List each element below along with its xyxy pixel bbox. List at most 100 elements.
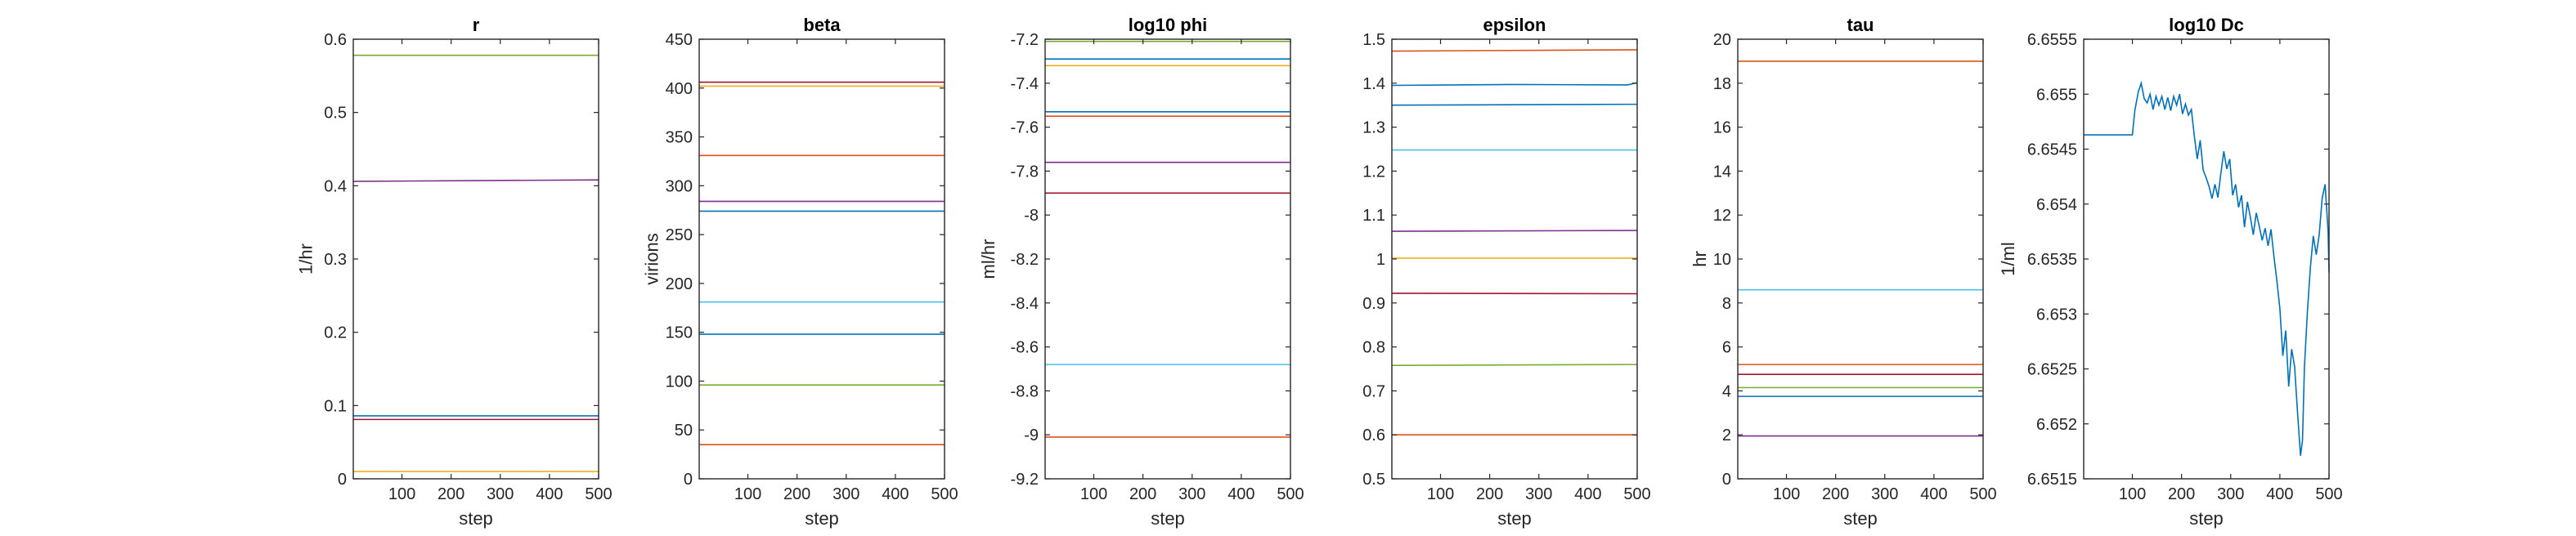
x-tick-label: 500 bbox=[1623, 485, 1650, 503]
y-tick-label: 1 bbox=[1376, 251, 1385, 269]
y-tick-label: 6.652 bbox=[2036, 416, 2077, 434]
x-tick-label: 100 bbox=[1427, 485, 1454, 503]
y-tick-label: 1.1 bbox=[1362, 207, 1385, 225]
y-tick-label: 4 bbox=[1722, 382, 1731, 400]
x-axis-label: step bbox=[805, 508, 839, 529]
x-tick-label: 400 bbox=[882, 485, 909, 503]
y-tick-label: 50 bbox=[675, 422, 693, 440]
plot-area bbox=[353, 39, 599, 479]
x-tick-label: 300 bbox=[2217, 485, 2244, 503]
x-axis-label: step bbox=[2189, 508, 2224, 529]
x-tick-label: 500 bbox=[931, 485, 958, 503]
y-tick-label: -9 bbox=[1024, 427, 1039, 444]
y-tick-label: 6.6545 bbox=[2027, 141, 2077, 159]
y-tick-label: -8.8 bbox=[1011, 382, 1039, 400]
y-tick-label: -8.4 bbox=[1011, 295, 1039, 313]
y-tick-label: 6.654 bbox=[2036, 196, 2077, 214]
y-tick-label: 0.2 bbox=[324, 324, 347, 342]
y-tick-label: -9.2 bbox=[1011, 471, 1039, 489]
y-tick-label: 0 bbox=[1722, 471, 1731, 489]
y-tick-label: -7.4 bbox=[1011, 75, 1039, 93]
y-axis-label: virions bbox=[642, 233, 662, 285]
x-tick-label: 300 bbox=[1178, 485, 1205, 503]
x-tick-label: 100 bbox=[1773, 485, 1800, 503]
axes-box bbox=[698, 38, 945, 480]
plot-area bbox=[1738, 39, 1983, 479]
chart-title: log10 Dc bbox=[2169, 15, 2244, 35]
y-tick-label: 12 bbox=[1713, 207, 1731, 225]
plot-area bbox=[699, 39, 945, 479]
series-group bbox=[1738, 60, 1983, 437]
y-tick-label: 0 bbox=[338, 471, 347, 489]
series-group bbox=[1391, 49, 1638, 436]
y-tick-label: 200 bbox=[666, 275, 693, 293]
x-tick-label: 400 bbox=[2266, 485, 2293, 503]
x-tick-label: 500 bbox=[1277, 485, 1304, 503]
chart-title: r bbox=[473, 15, 480, 35]
series-group bbox=[699, 81, 945, 445]
y-tick-label: 0 bbox=[684, 471, 693, 489]
series-line-1 bbox=[1391, 82, 1638, 87]
series-line-0 bbox=[2084, 80, 2330, 456]
y-tick-label: -7.8 bbox=[1011, 163, 1039, 181]
y-tick-label: 0.6 bbox=[324, 31, 347, 49]
x-axis-label: step bbox=[1497, 508, 1532, 529]
y-tick-label: 1.4 bbox=[1362, 75, 1385, 93]
y-tick-label: 20 bbox=[1713, 31, 1731, 49]
x-tick-label: 100 bbox=[2119, 485, 2146, 503]
y-tick-label: 6.653 bbox=[2036, 306, 2077, 324]
series-line-7 bbox=[1391, 364, 1638, 367]
y-tick-label: -7.6 bbox=[1011, 119, 1039, 137]
chart-title: epsilon bbox=[1483, 15, 1546, 35]
x-tick-label: 200 bbox=[438, 485, 464, 503]
y-tick-label: 1.3 bbox=[1362, 119, 1385, 137]
x-tick-label: 400 bbox=[1227, 485, 1254, 503]
y-tick-label: 6.6515 bbox=[2027, 471, 2077, 489]
x-tick-label: 300 bbox=[1871, 485, 1898, 503]
x-axis-label: step bbox=[1843, 508, 1878, 529]
y-axis-label: 1/ml bbox=[1998, 242, 2018, 276]
y-tick-label: 0.9 bbox=[1362, 295, 1385, 313]
series-line-6 bbox=[1391, 293, 1638, 295]
y-axis-label: hr bbox=[1690, 251, 1710, 267]
y-tick-label: 16 bbox=[1713, 119, 1731, 137]
y-tick-label: 0.5 bbox=[1362, 471, 1385, 489]
chart-panel-5: 100 200 300 400 500 6.6515 6.652 6.6525 6.653 6.6… bbox=[1998, 15, 2343, 529]
y-tick-label: -8 bbox=[1024, 207, 1039, 225]
y-tick-label: 2 bbox=[1722, 427, 1731, 444]
plot-area bbox=[1045, 39, 1290, 479]
y-tick-label: 1.2 bbox=[1362, 163, 1385, 181]
y-tick-label: 10 bbox=[1713, 251, 1731, 269]
series-line-1 bbox=[352, 179, 599, 182]
plot-area bbox=[1392, 39, 1637, 479]
y-tick-label: 0.8 bbox=[1362, 339, 1385, 357]
y-tick-label: 400 bbox=[666, 80, 693, 98]
chart-title: beta bbox=[803, 15, 841, 35]
y-tick-label: -8.2 bbox=[1011, 251, 1039, 269]
x-tick-label: 400 bbox=[1920, 485, 1947, 503]
y-axis-label: 1/hr bbox=[296, 243, 316, 275]
y-tick-label: 300 bbox=[666, 177, 693, 195]
y-tick-label: 6.6535 bbox=[2027, 251, 2077, 269]
y-tick-label: 18 bbox=[1713, 75, 1731, 93]
series-group bbox=[1045, 40, 1290, 438]
y-tick-label: 250 bbox=[666, 226, 693, 244]
plot-area bbox=[2084, 39, 2329, 479]
y-tick-label: 150 bbox=[666, 324, 693, 342]
x-tick-label: 200 bbox=[1476, 485, 1503, 503]
x-tick-label: 500 bbox=[2315, 485, 2342, 503]
series-line-0 bbox=[1391, 49, 1638, 52]
y-tick-label: 0.3 bbox=[324, 251, 347, 269]
chart-title: tau bbox=[1847, 15, 1874, 35]
chart-panel-2: 100 200 300 400 500 -9.2 -9 -8.8 -8.6 -8.4 -8.2 -8 -… bbox=[978, 15, 1304, 529]
y-tick-label: 350 bbox=[666, 129, 693, 147]
x-tick-label: 500 bbox=[1969, 485, 1996, 503]
x-tick-label: 200 bbox=[783, 485, 810, 503]
series-group bbox=[352, 54, 599, 472]
y-tick-label: -7.2 bbox=[1011, 31, 1039, 49]
y-tick-label: -8.6 bbox=[1011, 339, 1039, 357]
x-tick-label: 200 bbox=[2168, 485, 2195, 503]
y-tick-label: 0.4 bbox=[324, 177, 347, 195]
chart-panel-1: 100 200 300 400 500 0 50 100 150 200 250 300 350 400 4… bbox=[642, 15, 958, 529]
